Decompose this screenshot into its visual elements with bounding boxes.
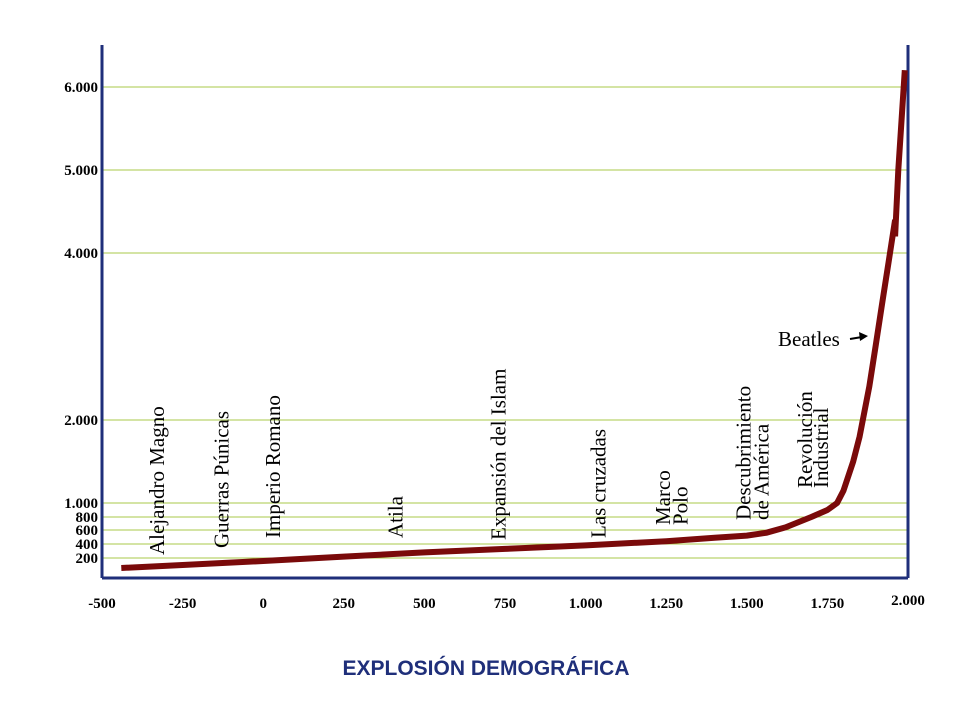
annotation-polo: Polo	[669, 486, 693, 525]
x-tick-label-1.750: 1.750	[811, 596, 845, 612]
y-tick-label-800: 800	[76, 510, 99, 526]
annotation-expansión-del-islam: Expansión del Islam	[487, 369, 511, 540]
beatles-arrow-head	[859, 332, 868, 341]
gridlines	[102, 86, 908, 559]
y-tick-label-1.000: 1.000	[64, 496, 98, 512]
annotation-las-cruzadas: Las cruzadas	[586, 429, 610, 538]
population-series-line	[121, 70, 908, 571]
x-tick-label-750: 750	[494, 596, 517, 612]
annotation-industrial: Industrial	[809, 407, 833, 488]
y-tick-label-600: 600	[76, 523, 99, 539]
event-annotations: Alejandro Magno Guerras Púnicas Imperio Ro…	[145, 327, 868, 555]
x-tick-label--250: -250	[169, 596, 197, 612]
x-tick-label-500: 500	[413, 596, 436, 612]
chart-title: EXPLOSIÓN DEMOGRÁFICA	[342, 656, 629, 680]
annotation-marco: Marco	[651, 470, 675, 525]
x-tick-label-1.250: 1.250	[649, 596, 683, 612]
x-tick-label-1.500: 1.500	[730, 596, 764, 612]
x-tick-label-0: 0	[259, 596, 267, 612]
y-tick-label-200: 200	[76, 551, 99, 567]
annotation-guerras-púnicas: Guerras Púnicas	[209, 411, 233, 548]
x-tick-label-2.000: 2.000	[891, 593, 925, 609]
y-tick-label-400: 400	[76, 537, 99, 553]
axes	[100, 45, 910, 580]
x-tick-label-1.000: 1.000	[569, 596, 603, 612]
annotation-descubrimiento: Descubrimiento	[732, 386, 756, 520]
annotation-revolución: Revolución	[793, 391, 817, 488]
y-tick-label-2.000: 2.000	[64, 413, 98, 429]
annotation-de-américa: de América	[749, 423, 773, 520]
y-tick-label-6.000: 6.000	[64, 80, 98, 96]
x-tick-label-250: 250	[333, 596, 356, 612]
annotation-atila: Atila	[383, 495, 407, 538]
annotation-imperio-romano: Imperio Romano	[261, 395, 285, 538]
x-tick-labels: -500 -250 0 250 500 750 1.000 1.250 1.500 1.750 2.…	[88, 593, 925, 612]
x-tick-label--500: -500	[88, 596, 116, 612]
y-tick-label-5.000: 5.000	[64, 163, 98, 179]
y-tick-label-4.000: 4.000	[64, 246, 98, 262]
annotation-beatles: Beatles	[778, 327, 840, 351]
annotation-alejandro-magno: Alejandro Magno	[145, 406, 169, 555]
